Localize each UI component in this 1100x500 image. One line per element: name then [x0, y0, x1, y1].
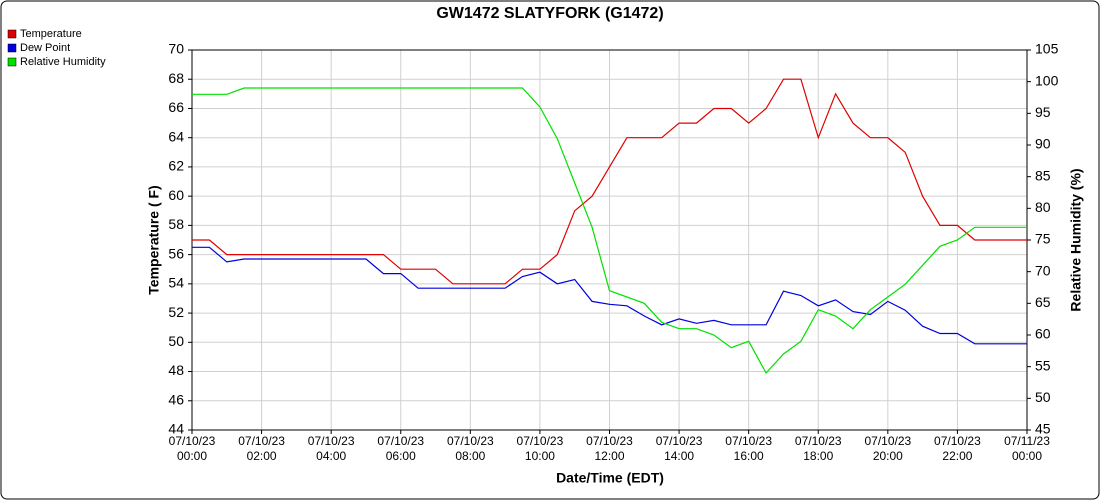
- x-axis-label: Date/Time (EDT): [556, 470, 664, 486]
- y2-tick-label: 45: [1035, 421, 1051, 437]
- legend-swatch: [7, 43, 17, 53]
- series-line: [192, 78, 1027, 285]
- y2-tick-label: 105: [1035, 41, 1059, 57]
- y2-tick-label: 80: [1035, 199, 1051, 215]
- y2-tick-label: 90: [1035, 136, 1051, 152]
- legend-swatch: [7, 29, 17, 39]
- y2-tick-label: 100: [1035, 72, 1059, 88]
- y-tick-label: 68: [168, 70, 184, 86]
- y2-tick-label: 65: [1035, 294, 1051, 310]
- y-tick-label: 54: [168, 275, 184, 291]
- y-tick-label: 70: [168, 41, 184, 57]
- x-tick-label: 07/10/23 08:00: [447, 434, 494, 463]
- x-tick-label: 07/10/23 10:00: [517, 434, 564, 463]
- y-tick-label: 64: [168, 128, 184, 144]
- y-tick-label: 62: [168, 158, 184, 174]
- y2-tick-label: 55: [1035, 357, 1051, 373]
- x-tick-label: 07/10/23 20:00: [864, 434, 911, 463]
- x-tick-label: 07/10/23 04:00: [308, 434, 355, 463]
- x-tick-label: 07/10/23 00:00: [169, 434, 216, 463]
- y2-tick-label: 60: [1035, 326, 1051, 342]
- y2-tick-label: 95: [1035, 104, 1051, 120]
- y-tick-label: 48: [168, 362, 184, 378]
- y-tick-label: 58: [168, 216, 184, 232]
- y-tick-label: 60: [168, 187, 184, 203]
- y2-tick-label: 70: [1035, 262, 1051, 278]
- chart-title: GW1472 SLATYFORK (G1472): [436, 5, 663, 22]
- legend-label: Temperature: [20, 28, 82, 40]
- legend-swatch: [7, 57, 17, 67]
- y2-tick-label: 50: [1035, 389, 1051, 405]
- x-tick-label: 07/10/23 14:00: [656, 434, 703, 463]
- x-tick-label: 07/10/23 16:00: [725, 434, 772, 463]
- series-line: [192, 87, 1027, 375]
- y-axis-label: Temperature ( F): [146, 185, 162, 294]
- y-tick-label: 56: [168, 245, 184, 261]
- legend-label: Dew Point: [20, 42, 70, 54]
- x-tick-label: 07/10/23 18:00: [795, 434, 842, 463]
- x-tick-label: 07/11/23 00:00: [1004, 434, 1050, 463]
- x-tick-label: 07/10/23 22:00: [934, 434, 981, 463]
- series-line: [192, 246, 1027, 345]
- x-tick-label: 07/10/23 12:00: [586, 434, 633, 463]
- y-tick-label: 46: [168, 391, 184, 407]
- y2-axis-label: Relative Humidity (%): [1068, 168, 1084, 311]
- y2-tick-label: 85: [1035, 167, 1051, 183]
- y-tick-label: 44: [168, 421, 184, 437]
- y-tick-label: 52: [168, 304, 184, 320]
- y-tick-label: 66: [168, 99, 184, 115]
- y2-tick-label: 75: [1035, 231, 1051, 247]
- x-tick-label: 07/10/23 02:00: [238, 434, 285, 463]
- legend-label: Relative Humidity: [20, 56, 106, 68]
- y-tick-label: 50: [168, 333, 184, 349]
- x-tick-label: 07/10/23 06:00: [377, 434, 424, 463]
